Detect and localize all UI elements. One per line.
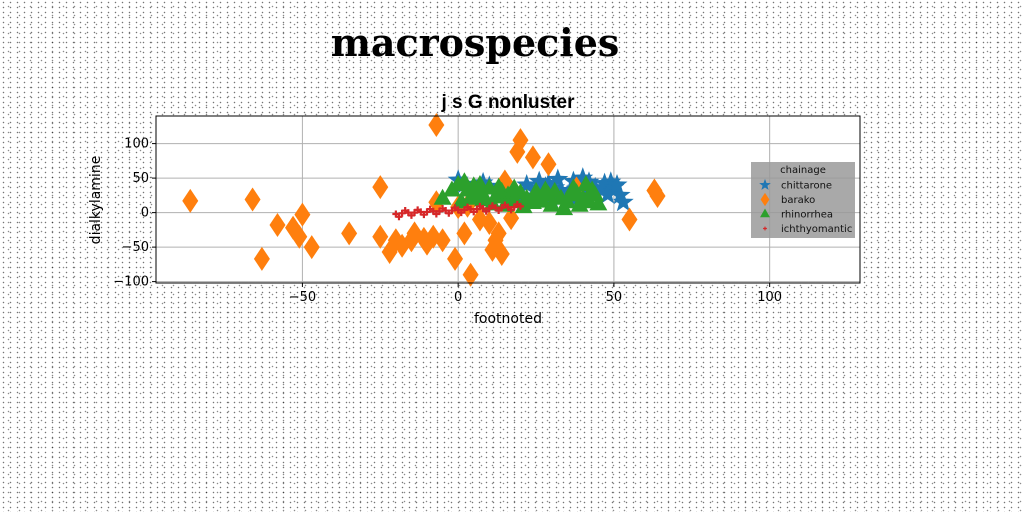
- data-point: [488, 202, 496, 210]
- data-point: [253, 246, 270, 271]
- data-points: [182, 112, 666, 287]
- data-point: [583, 180, 602, 197]
- data-point: [600, 171, 622, 192]
- legend-entry: chittarone: [781, 181, 832, 192]
- data-point: [527, 181, 546, 198]
- data-point: [505, 178, 524, 195]
- legend-entry: rhinorrhea: [781, 210, 833, 221]
- data-point: [538, 172, 559, 193]
- data-point: [481, 210, 498, 235]
- data-point: [387, 228, 404, 253]
- data-point: [401, 207, 409, 215]
- data-point: [606, 174, 628, 194]
- data-point: [589, 194, 608, 211]
- data-point: [445, 209, 453, 217]
- legend-marker: [763, 226, 767, 231]
- data-point: [524, 145, 541, 170]
- data-point: [482, 207, 490, 215]
- data-point: [567, 183, 586, 200]
- data-point: [428, 112, 445, 137]
- y-axis-label: dialkylamine: [88, 156, 104, 245]
- data-point: [244, 187, 261, 212]
- data-point: [452, 192, 471, 209]
- data-point: [476, 202, 484, 210]
- x-axis-label: footnoted: [474, 311, 542, 327]
- data-point: [456, 221, 473, 246]
- data-point: [461, 188, 480, 205]
- data-point: [419, 231, 436, 256]
- series-ichthyomantic: [392, 200, 524, 221]
- series-barako: [182, 112, 666, 287]
- data-point: [303, 235, 320, 260]
- data-point: [420, 211, 428, 219]
- legend-marker: [760, 192, 770, 207]
- data-point: [407, 211, 415, 219]
- data-point: [495, 207, 503, 215]
- y-tick-label: −50: [122, 240, 149, 255]
- data-point: [547, 168, 569, 189]
- data-point: [414, 206, 422, 214]
- data-point: [432, 210, 440, 218]
- legend: chainage chittarone barako rhinorrhea ichth…: [751, 162, 855, 238]
- data-point: [594, 172, 615, 193]
- data-point: [542, 195, 561, 212]
- data-point: [451, 204, 459, 212]
- legend-entry: ichthyomantic: [781, 224, 852, 235]
- x-tick-label: −50: [289, 290, 316, 305]
- data-point: [341, 221, 358, 246]
- y-tick-label: −100: [113, 275, 149, 290]
- data-point: [426, 205, 434, 213]
- data-point: [514, 197, 533, 214]
- legend-marker: [759, 178, 771, 190]
- data-point: [649, 184, 666, 209]
- plot-frame: [155, 115, 861, 284]
- legend-title: chainage: [780, 165, 826, 176]
- data-point: [474, 190, 493, 207]
- data-point: [462, 262, 479, 287]
- data-point: [507, 206, 515, 214]
- data-point: [540, 152, 557, 177]
- data-point: [512, 128, 529, 153]
- legend-marker: [760, 208, 770, 218]
- data-point: [464, 203, 472, 211]
- data-point: [493, 242, 510, 267]
- axis-ticks: −50 0 50 100 −100 −50 0 50 100: [113, 137, 782, 305]
- x-tick-label: 0: [454, 290, 462, 305]
- data-point: [269, 213, 286, 238]
- data-point: [621, 207, 638, 232]
- data-point: [572, 167, 594, 187]
- data-point: [433, 188, 452, 205]
- data-point: [490, 221, 507, 246]
- data-point: [457, 209, 465, 217]
- data-point: [447, 246, 464, 271]
- data-point: [182, 188, 199, 213]
- data-point: [597, 183, 619, 204]
- data-point: [470, 175, 489, 192]
- data-point: [555, 199, 574, 216]
- data-point: [294, 202, 311, 227]
- x-tick-label: 100: [757, 290, 782, 305]
- data-point: [372, 224, 389, 249]
- data-point: [516, 174, 538, 194]
- data-point: [434, 228, 451, 253]
- y-tick-label: 0: [141, 206, 149, 221]
- data-point: [609, 184, 631, 205]
- data-point: [612, 191, 634, 212]
- chart-title: j s G nonluster: [440, 92, 575, 113]
- y-tick-label: 50: [132, 171, 149, 186]
- data-point: [470, 208, 478, 216]
- data-point: [501, 201, 509, 209]
- data-point: [439, 204, 447, 212]
- data-point: [372, 175, 389, 200]
- data-point: [395, 213, 403, 221]
- x-tick-label: 50: [606, 290, 623, 305]
- page-title: macrospecies: [330, 20, 620, 65]
- data-point: [291, 224, 308, 249]
- data-point: [513, 200, 521, 208]
- y-tick-label: 100: [124, 137, 149, 152]
- legend-entry: barako: [781, 195, 815, 206]
